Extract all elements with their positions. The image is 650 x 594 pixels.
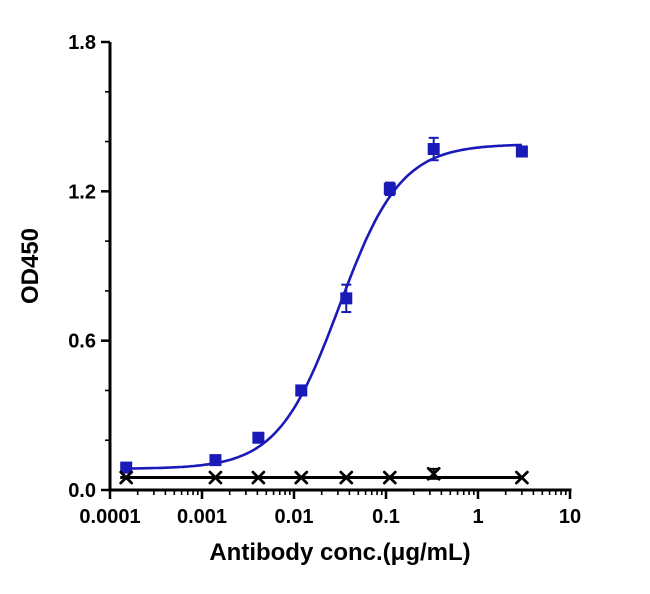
data-marker-x <box>251 470 266 485</box>
fit-curve <box>126 143 522 470</box>
x-tick-label: 10 <box>559 506 581 528</box>
data-marker-x <box>294 470 309 485</box>
x-tick-label: 0.0001 <box>79 506 140 528</box>
data-marker-square <box>427 143 440 156</box>
data-marker-square <box>120 461 133 474</box>
data-marker-x <box>426 466 441 481</box>
data-marker-square <box>209 454 222 467</box>
data-marker-square <box>340 292 353 305</box>
y-axis-title: OD450 <box>17 228 44 304</box>
data-marker-x <box>382 470 397 485</box>
data-marker-x <box>339 470 354 485</box>
data-marker-x <box>119 470 134 485</box>
x-tick-label: 1 <box>472 506 483 528</box>
plot-area: 0.0 0.6 1.2 1.8 0.0001 0.001 0.01 0.1 1 10 <box>68 32 581 528</box>
data-marker-square <box>515 145 528 158</box>
data-marker-square <box>295 384 308 397</box>
x-tick-label: 0.001 <box>177 506 227 528</box>
y-tick-label: 0.0 <box>68 480 96 502</box>
data-marker-x <box>208 470 223 485</box>
y-tick-label: 0.6 <box>68 331 96 353</box>
x-axis-title: Antibody conc.(μg/mL) <box>209 539 470 566</box>
x-tick-label: 0.1 <box>372 506 400 528</box>
x-tick-label: 0.01 <box>275 506 314 528</box>
data-marker-x <box>514 470 529 485</box>
data-marker-square <box>383 182 396 195</box>
y-tick-label: 1.8 <box>68 32 96 54</box>
y-tick-label: 1.2 <box>68 181 96 203</box>
data-marker-square <box>252 431 265 444</box>
